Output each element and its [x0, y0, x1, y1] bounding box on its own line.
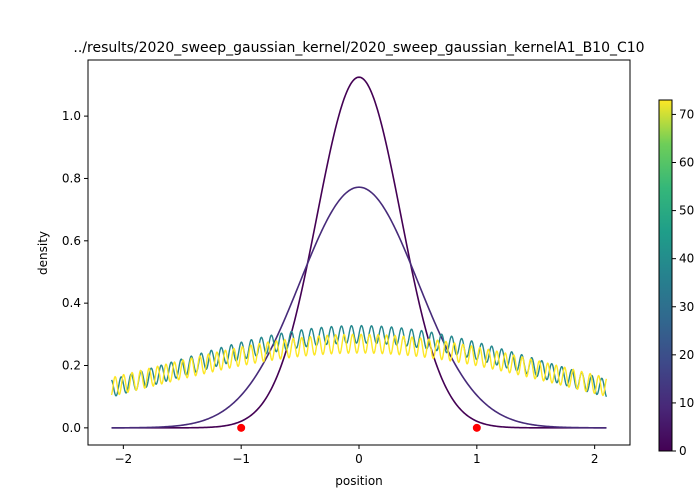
colorbar-tick-label: 30 — [679, 300, 694, 314]
series-line-0 — [111, 76, 607, 429]
y-tick-label: 1.0 — [62, 109, 81, 123]
chart-title: ../results/2020_sweep_gaussian_kernel/20… — [73, 40, 644, 56]
x-axis: −2 −1 0 1 2 — [114, 445, 598, 466]
x-tick-label: −1 — [232, 452, 250, 466]
x-tick-label: −2 — [114, 452, 132, 466]
y-axis-label: density — [36, 231, 50, 275]
series-line-1 — [111, 186, 607, 429]
colorbar-tick-label: 60 — [679, 156, 694, 170]
colorbar-tick-label: 50 — [679, 204, 694, 218]
y-tick-label: 0.0 — [62, 421, 81, 435]
colorbar-axis: 0 10 20 30 40 50 60 70 — [672, 107, 694, 458]
data-point-1 — [472, 423, 481, 432]
y-tick-label: 0.2 — [62, 359, 81, 373]
y-tick-label: 0.4 — [62, 296, 81, 310]
x-tick-label: 1 — [473, 452, 481, 466]
y-axis: 0.0 0.2 0.4 0.6 0.8 1.0 — [62, 109, 88, 435]
y-tick-label: 0.8 — [62, 171, 81, 185]
colorbar — [658, 99, 673, 452]
colorbar-tick-label: 10 — [679, 396, 694, 410]
colorbar-tick-label: 40 — [679, 252, 694, 266]
colorbar-tick-label: 70 — [679, 107, 694, 121]
x-axis-label: position — [335, 474, 383, 488]
series-layer — [110, 76, 608, 429]
data-point-0 — [237, 423, 246, 432]
x-tick-label: 2 — [591, 452, 599, 466]
plot-frame — [87, 59, 631, 446]
y-tick-label: 0.6 — [62, 234, 81, 248]
colorbar-tick-label: 0 — [679, 444, 687, 458]
points-layer — [237, 423, 481, 432]
colorbar-tick-label: 20 — [679, 348, 694, 362]
series-line-3 — [110, 333, 608, 397]
x-tick-label: 0 — [355, 452, 363, 466]
